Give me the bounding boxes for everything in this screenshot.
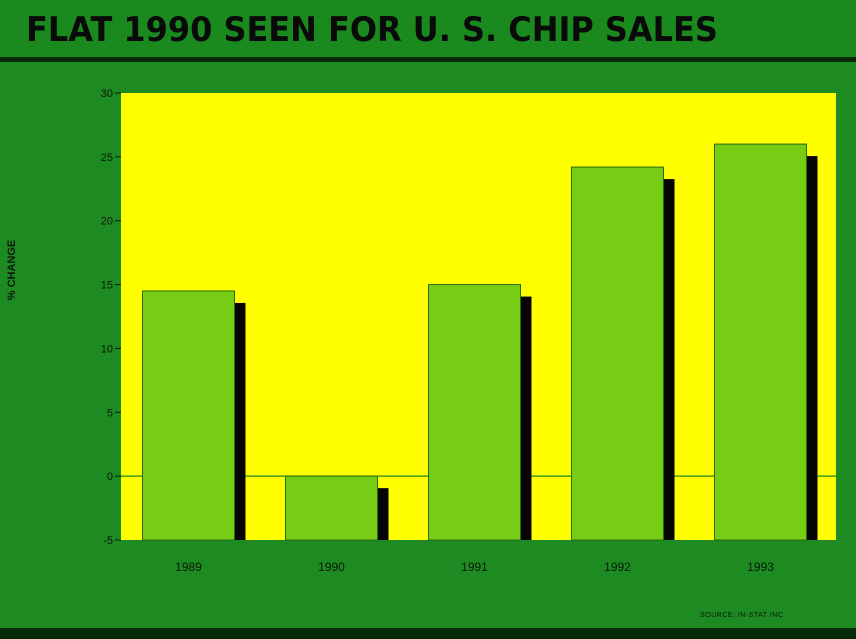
bar [428, 284, 521, 541]
bar-shadow [377, 488, 389, 540]
source-note: SOURCE: IN-STAT INC [700, 612, 784, 619]
y-axis: 30 25 20 15 10 5 0 -5 [101, 88, 121, 547]
y-tick-label: 30 [101, 88, 113, 100]
bar [571, 166, 664, 541]
x-axis: 1989 1990 1991 1992 1993 [175, 560, 774, 574]
y-tick-label: 0 [107, 471, 113, 483]
y-tick-label: 25 [101, 152, 113, 164]
bar-shadow [806, 156, 818, 541]
y-tick-label: 15 [101, 280, 113, 292]
bars-group [142, 143, 818, 541]
x-tick-label: 1992 [604, 560, 631, 574]
bar-shadow [234, 302, 246, 540]
title-bar: FLAT 1990 SEEN FOR U. S. CHIP SALES [0, 0, 856, 62]
x-tick-label: 1989 [175, 560, 202, 574]
bar-shadow [663, 179, 675, 540]
x-tick-label: 1991 [461, 560, 488, 574]
y-axis-label: % CHANGE [6, 239, 18, 301]
x-tick-label: 1993 [747, 560, 774, 574]
x-tick-label: 1990 [318, 560, 345, 574]
bar [142, 290, 235, 541]
bar [714, 143, 807, 541]
y-tick-label: 20 [101, 216, 113, 228]
bar [285, 475, 378, 541]
chart-title: FLAT 1990 SEEN FOR U. S. CHIP SALES [26, 10, 718, 50]
y-tick-label: -5 [103, 535, 113, 547]
bar-shadow [520, 296, 532, 540]
y-tick-label: 10 [101, 343, 113, 355]
bottom-bar [0, 628, 856, 639]
y-tick-label: 5 [107, 407, 113, 419]
